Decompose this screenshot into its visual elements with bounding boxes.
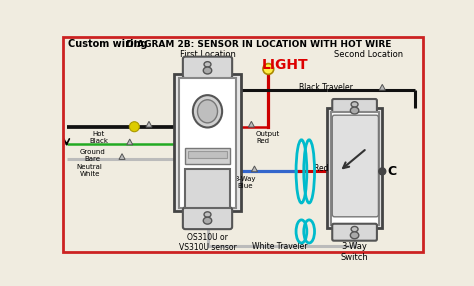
Text: Neutral
White: Neutral White — [182, 161, 208, 174]
Ellipse shape — [351, 102, 358, 107]
Circle shape — [379, 168, 386, 175]
Text: Custom wiring: Custom wiring — [68, 39, 147, 49]
Text: 3-Way
Blue: 3-Way Blue — [235, 176, 256, 189]
Text: LIGHT: LIGHT — [262, 58, 309, 72]
Ellipse shape — [198, 100, 218, 123]
Text: Black Traveler: Black Traveler — [299, 83, 353, 92]
FancyBboxPatch shape — [183, 57, 232, 78]
Text: Green: Green — [185, 147, 206, 153]
Bar — [331, 112, 379, 225]
Bar — [185, 148, 230, 164]
Bar — [185, 169, 230, 208]
Text: Ground
Bare: Ground Bare — [80, 149, 106, 162]
Polygon shape — [248, 121, 255, 127]
Text: First Location: First Location — [180, 50, 236, 59]
Bar — [174, 74, 241, 211]
Polygon shape — [379, 84, 385, 90]
Text: Red Traveler: Red Traveler — [314, 164, 362, 173]
Ellipse shape — [203, 67, 212, 74]
FancyBboxPatch shape — [332, 115, 378, 217]
Text: Hot
Black: Hot Black — [90, 131, 109, 144]
Text: Output
Red: Output Red — [256, 131, 280, 144]
Ellipse shape — [204, 212, 211, 217]
Ellipse shape — [203, 217, 212, 224]
Text: Second Location: Second Location — [334, 50, 403, 59]
Ellipse shape — [350, 232, 359, 239]
Text: Hot
Black: Hot Black — [186, 119, 205, 132]
Polygon shape — [146, 121, 152, 127]
Text: 3-Way
Switch: 3-Way Switch — [341, 242, 368, 262]
Bar — [179, 78, 236, 208]
Bar — [327, 108, 383, 228]
Text: Neutral
White: Neutral White — [77, 164, 103, 177]
Text: White Traveler: White Traveler — [252, 242, 308, 251]
Text: C: C — [388, 165, 397, 178]
FancyBboxPatch shape — [183, 208, 232, 229]
Text: DIAGRAM 2B: SENSOR IN LOCATION WITH HOT WIRE: DIAGRAM 2B: SENSOR IN LOCATION WITH HOT … — [120, 40, 392, 49]
FancyBboxPatch shape — [332, 99, 377, 116]
Ellipse shape — [204, 62, 211, 67]
Ellipse shape — [351, 227, 358, 232]
Polygon shape — [127, 139, 133, 145]
Polygon shape — [251, 166, 257, 172]
Polygon shape — [119, 154, 125, 160]
Circle shape — [129, 122, 139, 132]
Bar — [188, 151, 227, 158]
FancyBboxPatch shape — [332, 224, 377, 241]
Ellipse shape — [350, 107, 359, 114]
Ellipse shape — [263, 63, 273, 74]
Text: OS310U or
VS310U sensor: OS310U or VS310U sensor — [179, 233, 237, 252]
Ellipse shape — [193, 95, 222, 128]
